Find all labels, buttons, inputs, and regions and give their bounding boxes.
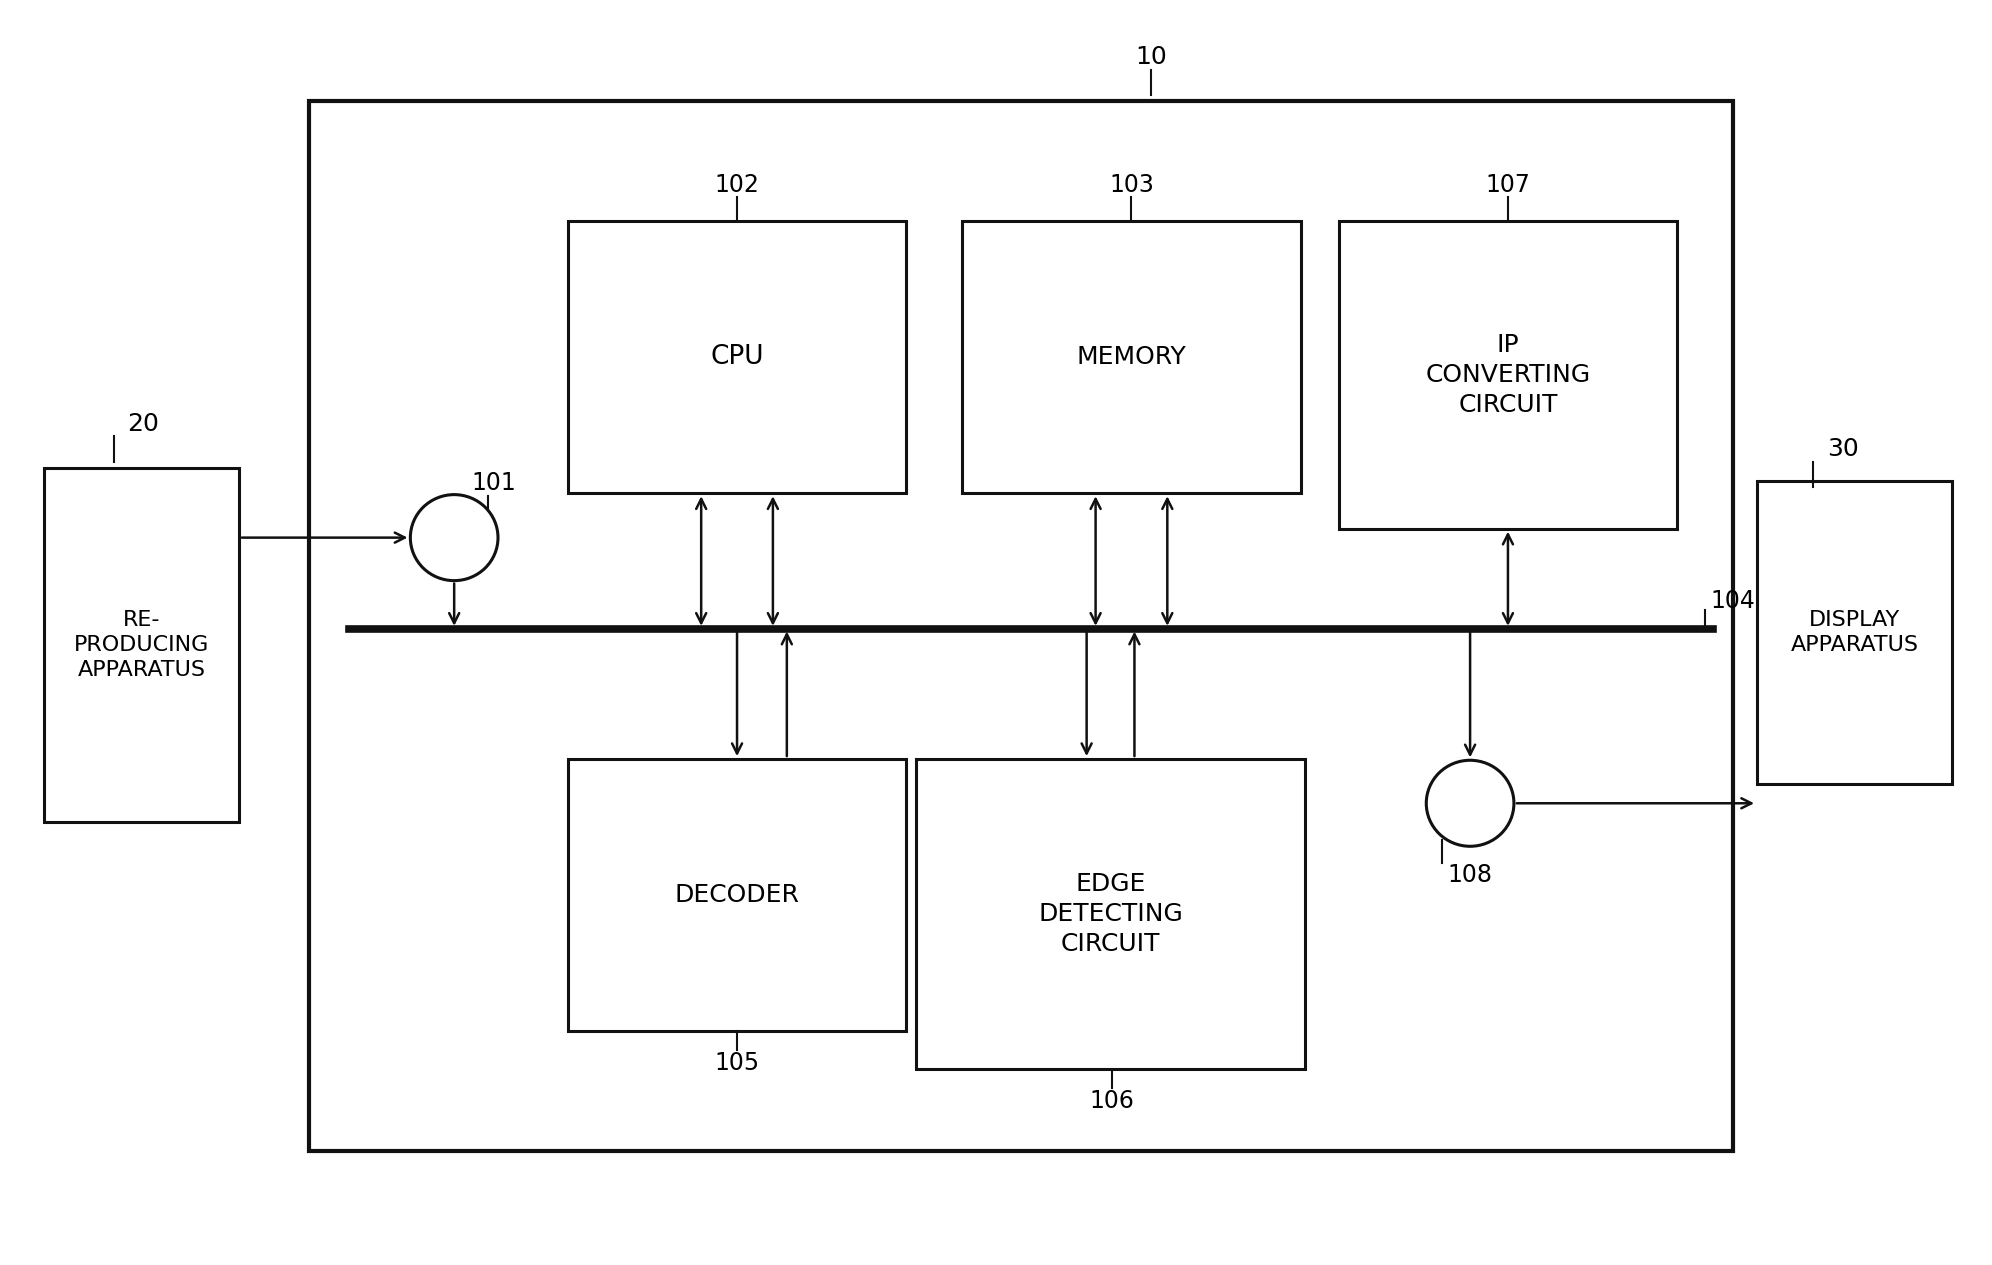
Ellipse shape — [1426, 760, 1514, 846]
Text: 10: 10 — [1135, 46, 1167, 68]
Text: 103: 103 — [1110, 173, 1153, 196]
Text: IP
CONVERTING
CIRCUIT: IP CONVERTING CIRCUIT — [1426, 334, 1590, 416]
Bar — [44, 468, 239, 822]
Text: 108: 108 — [1448, 864, 1492, 887]
Text: 30: 30 — [1827, 438, 1859, 460]
Text: CPU: CPU — [711, 344, 763, 371]
Ellipse shape — [410, 495, 498, 581]
Bar — [568, 759, 906, 1031]
Bar — [1757, 481, 1952, 784]
Bar — [309, 101, 1733, 1151]
Text: 107: 107 — [1486, 173, 1530, 196]
Text: 106: 106 — [1090, 1089, 1133, 1112]
Text: 102: 102 — [715, 173, 759, 196]
Text: MEMORY: MEMORY — [1076, 345, 1187, 369]
Bar — [962, 221, 1301, 493]
Text: RE-
PRODUCING
APPARATUS: RE- PRODUCING APPARATUS — [74, 610, 209, 681]
Text: 105: 105 — [715, 1051, 759, 1074]
Bar — [916, 759, 1305, 1069]
Text: 20: 20 — [127, 412, 159, 435]
Bar — [1339, 221, 1677, 529]
Bar — [568, 221, 906, 493]
Text: EDGE
DETECTING
CIRCUIT: EDGE DETECTING CIRCUIT — [1038, 873, 1183, 955]
Text: DECODER: DECODER — [675, 883, 799, 907]
Text: DISPLAY
APPARATUS: DISPLAY APPARATUS — [1791, 610, 1918, 655]
Text: 104: 104 — [1711, 589, 1755, 612]
Text: 101: 101 — [472, 472, 516, 495]
